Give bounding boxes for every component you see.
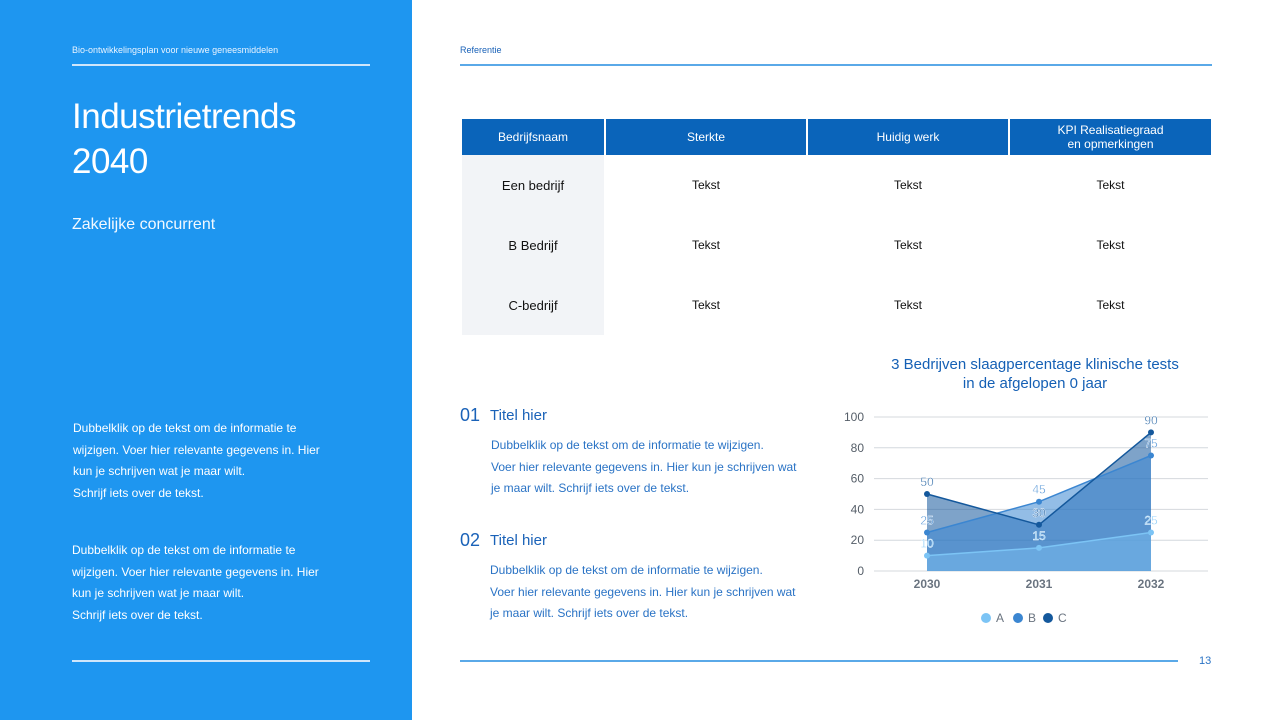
table-cell[interactable]: Tekst bbox=[1096, 298, 1125, 312]
data-point bbox=[1148, 529, 1154, 536]
data-label: 45 bbox=[1032, 483, 1046, 497]
table-cell[interactable]: Tekst bbox=[893, 178, 922, 192]
item-title-1[interactable]: Titel hier bbox=[490, 407, 547, 424]
y-tick-label: 40 bbox=[851, 502, 865, 516]
chart-title-line: 3 Bedrijven slaagpercentage klinische te… bbox=[891, 356, 1179, 373]
area-chart[interactable]: 0 20 40 60 80 100 2030 2031 2032 10 15 25 25 45 75 50 30… bbox=[836, 400, 1216, 635]
legend-label: B bbox=[1028, 611, 1036, 625]
table-cell[interactable]: Tekst bbox=[691, 178, 720, 192]
table-cell[interactable]: Tekst bbox=[893, 238, 922, 252]
description-line: Dubbelklik op de tekst om de informatie … bbox=[490, 563, 763, 577]
data-point bbox=[924, 491, 930, 497]
table-header-cell[interactable]: Sterkte bbox=[606, 119, 806, 155]
data-label: 75 bbox=[1144, 437, 1158, 451]
data-point bbox=[1148, 429, 1154, 436]
data-point bbox=[1148, 452, 1154, 459]
legend-label: C bbox=[1058, 611, 1067, 625]
divider bbox=[460, 660, 1178, 662]
table-cell[interactable]: Tekst bbox=[1096, 238, 1125, 252]
data-label: 30 bbox=[1032, 506, 1046, 520]
left-panel: Bio-ontwikkelingsplan voor nieuwe genees… bbox=[0, 0, 412, 720]
paragraph-line: kun je schrijven wat je maar wilt. bbox=[73, 464, 246, 478]
item-number-1[interactable]: 01 bbox=[460, 405, 481, 425]
table-cell[interactable]: Tekst bbox=[893, 298, 922, 312]
description-line: Voer hier relevante gegevens in. Hier ku… bbox=[490, 584, 796, 599]
table-cell-company[interactable]: Een bedrijf bbox=[462, 155, 604, 215]
paragraph-line: Dubbelklik op de tekst om de informatie … bbox=[72, 543, 296, 557]
description-line: je maar wilt. Schrijf iets over de tekst… bbox=[490, 606, 689, 620]
data-label: 25 bbox=[1144, 514, 1158, 528]
x-tick-label: 2031 bbox=[1026, 577, 1053, 591]
data-label: 25 bbox=[920, 514, 934, 528]
table-row: C-bedrijf Tekst Tekst Tekst bbox=[462, 275, 1211, 335]
x-tick-label: 2032 bbox=[1138, 577, 1165, 591]
item-description-1[interactable]: Dubbelklik op de tekst om de informatie … bbox=[491, 435, 821, 500]
item-description-2[interactable]: Dubbelklik op de tekst om de informatie … bbox=[490, 560, 820, 625]
legend-label: A bbox=[996, 611, 1004, 625]
legend-marker-a bbox=[981, 613, 991, 623]
series-area-b bbox=[927, 455, 1151, 571]
divider bbox=[72, 64, 370, 66]
presentation-subtitle: Bio-ontwikkelingsplan voor nieuwe genees… bbox=[72, 45, 279, 55]
slide-title[interactable]: Industrietrends 2040 bbox=[72, 94, 372, 184]
item-number-2[interactable]: 02 bbox=[460, 530, 481, 550]
y-tick-label: 60 bbox=[851, 472, 865, 486]
left-paragraph-1[interactable]: Dubbelklik op de tekst om de informatie … bbox=[73, 418, 373, 504]
data-point bbox=[1036, 544, 1042, 551]
divider bbox=[72, 660, 370, 662]
x-tick-label: 2030 bbox=[914, 577, 941, 591]
chart-title[interactable]: 3 Bedrijven slaagpercentage klinische te… bbox=[860, 355, 1210, 393]
table-row: B Bedrijf Tekst Tekst Tekst bbox=[462, 215, 1211, 275]
y-tick-label: 100 bbox=[844, 410, 864, 424]
legend-marker-b bbox=[1013, 613, 1023, 623]
table-cell-company[interactable]: C-bedrijf bbox=[462, 275, 604, 335]
table-row: Een bedrijf Tekst Tekst Tekst bbox=[462, 155, 1211, 215]
slide-title-line-2: 2040 bbox=[72, 142, 148, 181]
data-point bbox=[924, 552, 930, 559]
description-line: je maar wilt. Schrijf iets over de tekst… bbox=[491, 481, 690, 495]
data-point bbox=[1036, 498, 1042, 505]
description-line: Dubbelklik op de tekst om de informatie … bbox=[491, 438, 764, 452]
header-line: en opmerkingen bbox=[1067, 137, 1154, 151]
table-header-row: Bedrijfsnaam Sterkte Huidig werk KPI Rea… bbox=[462, 119, 1211, 155]
description-line: Voer hier relevante gegevens in. Hier ku… bbox=[491, 459, 797, 474]
page-number: 13 bbox=[1199, 655, 1212, 667]
slide-title-line-1: Industrietrends bbox=[72, 97, 297, 136]
table-cell-company[interactable]: B Bedrijf bbox=[462, 215, 604, 275]
paragraph-line: Schrijf iets over de tekst. bbox=[73, 485, 204, 500]
divider bbox=[460, 64, 1212, 66]
data-label: 90 bbox=[1144, 413, 1158, 427]
y-tick-label: 20 bbox=[851, 533, 865, 547]
table-header-cell[interactable]: KPI Realisatiegraad en opmerkingen bbox=[1010, 119, 1211, 155]
data-label: 15 bbox=[1032, 529, 1046, 543]
table-cell[interactable]: Tekst bbox=[691, 238, 720, 252]
table-cell[interactable]: Tekst bbox=[1096, 178, 1125, 192]
table-header-cell[interactable]: Bedrijfsnaam bbox=[462, 119, 604, 155]
competitor-table[interactable]: Bedrijfsnaam Sterkte Huidig werk KPI Rea… bbox=[460, 119, 1213, 335]
table-cell[interactable]: Tekst bbox=[691, 298, 720, 312]
series-area-a bbox=[927, 532, 1151, 571]
table-header-cell[interactable]: Huidig werk bbox=[808, 119, 1008, 155]
paragraph-line: kun je schrijven wat je maar wilt. bbox=[72, 586, 245, 600]
paragraph-line: wijzigen. Voer hier relevante gegevens i… bbox=[72, 564, 319, 579]
y-tick-label: 0 bbox=[857, 564, 864, 578]
data-label: 10 bbox=[920, 537, 934, 551]
paragraph-line: wijzigen. Voer hier relevante gegevens i… bbox=[73, 442, 320, 457]
paragraph-line: Schrijf iets over de tekst. bbox=[72, 607, 203, 622]
left-paragraph-2[interactable]: Dubbelklik op de tekst om de informatie … bbox=[72, 540, 372, 626]
data-label: 50 bbox=[920, 475, 934, 489]
reference-label[interactable]: Referentie bbox=[460, 45, 502, 55]
data-point bbox=[924, 529, 930, 536]
chart-title-line: in de afgelopen 0 jaar bbox=[962, 375, 1108, 392]
item-title-2[interactable]: Titel hier bbox=[490, 532, 547, 549]
header-line: KPI Realisatiegraad bbox=[1057, 123, 1164, 137]
section-heading[interactable]: Zakelijke concurrent bbox=[72, 216, 216, 233]
data-point bbox=[1036, 521, 1042, 528]
legend-marker-c bbox=[1043, 613, 1053, 623]
paragraph-line: Dubbelklik op de tekst om de informatie … bbox=[73, 421, 297, 435]
y-tick-label: 80 bbox=[851, 441, 865, 455]
